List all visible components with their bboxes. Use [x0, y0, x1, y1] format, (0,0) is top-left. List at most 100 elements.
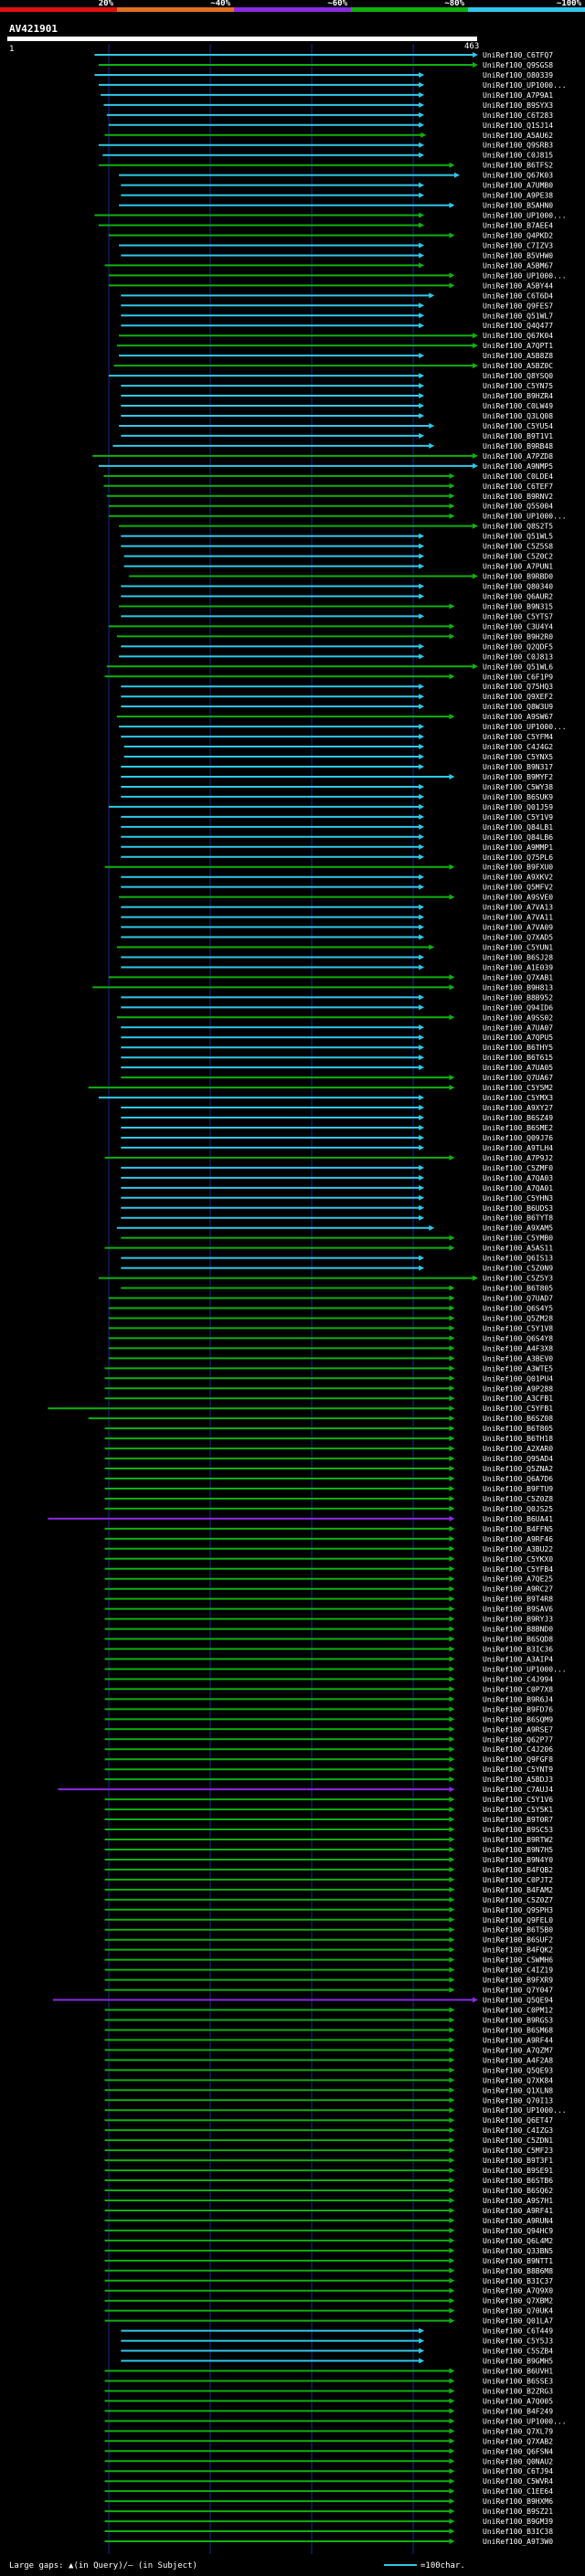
hit-row[interactable]: UniRef100_C7AUJ4 — [58, 1786, 554, 1794]
hit-row[interactable]: UniRef100_A4F3X8 — [109, 1344, 553, 1352]
hit-row[interactable]: UniRef100_Q94HC9 — [104, 2227, 554, 2235]
hit-row[interactable]: UniRef100_C5MF23 — [104, 2147, 554, 2155]
hit-row[interactable]: UniRef100_A7Q005 — [104, 2397, 554, 2405]
hit-row[interactable]: UniRef100_Q6IS13 — [121, 1255, 553, 1263]
hit-row[interactable]: UniRef100_B3IC36 — [104, 1646, 554, 1654]
hit-row[interactable]: UniRef100_C5Y1V8 — [109, 1324, 553, 1332]
hit-row[interactable]: UniRef100_B9N7H5 — [104, 1846, 554, 1854]
hit-row[interactable]: UniRef100_B6THY5 — [121, 1044, 553, 1052]
hit-row[interactable]: UniRef100_Q6S4Y8 — [109, 1334, 553, 1342]
hit-row[interactable]: UniRef100_C5YNX5 — [123, 753, 554, 761]
hit-row[interactable]: UniRef100_Q4PKD2 — [109, 231, 553, 239]
hit-row[interactable]: UniRef100_A7P9A1 — [101, 91, 553, 100]
hit-row[interactable]: UniRef100_B9RYJ3 — [104, 1616, 554, 1624]
hit-row[interactable]: UniRef100_Q62P77 — [104, 1735, 554, 1744]
hit-row[interactable]: UniRef100_C5Z5S8 — [121, 543, 553, 551]
hit-row[interactable]: UniRef100_B6SQD8 — [104, 1636, 554, 1644]
hit-row[interactable]: UniRef100_B5VHW0 — [121, 251, 553, 260]
hit-row[interactable]: UniRef100_A7Q9X0 — [104, 2287, 554, 2295]
hit-row[interactable]: UniRef100_B9N315 — [119, 602, 553, 610]
hit-row[interactable]: UniRef100_B9GMH5 — [121, 2358, 553, 2366]
hit-row[interactable]: UniRef100_C5YUN1 — [116, 943, 553, 951]
hit-row[interactable]: UniRef100_B9GM39 — [104, 2518, 554, 2526]
hit-row[interactable]: UniRef100_B6SJ28 — [121, 953, 553, 961]
hit-row[interactable]: UniRef100_A1E039 — [121, 963, 553, 971]
hit-row[interactable]: UniRef100_C4J994 — [104, 1675, 554, 1683]
hit-row[interactable]: UniRef100_Q5ZNA2 — [104, 1465, 554, 1473]
hit-row[interactable]: UniRef100_B9RGS3 — [104, 2016, 554, 2024]
hit-row[interactable]: UniRef100_C5Z0Z7 — [104, 1896, 554, 1904]
hit-row[interactable]: UniRef100_B6UA41 — [48, 1515, 553, 1523]
hit-row[interactable]: UniRef100_B9N4Y0 — [104, 1856, 554, 1864]
hit-row[interactable]: UniRef100_A7VA09 — [121, 924, 553, 932]
hit-row[interactable]: UniRef100_Q51WL7 — [121, 312, 553, 320]
hit-row[interactable]: UniRef100_Q6AUR2 — [121, 592, 553, 600]
hit-row[interactable]: UniRef100_B6SQM9 — [104, 1715, 554, 1723]
hit-row[interactable]: UniRef100_A2XAR0 — [104, 1445, 554, 1453]
hit-row[interactable]: UniRef100_Q7XAD5 — [121, 934, 553, 942]
hit-row[interactable]: UniRef100_C6T6D4 — [121, 292, 553, 300]
hit-row[interactable]: UniRef100_C5Z0N9 — [121, 1265, 553, 1273]
hit-row[interactable]: UniRef100_UP1000... — [104, 2417, 567, 2425]
hit-row[interactable]: UniRef100_B9SYX3 — [103, 101, 553, 110]
hit-row[interactable]: UniRef100_A5AS11 — [104, 1245, 554, 1253]
hit-row[interactable]: UniRef100_Q01J59 — [109, 803, 553, 811]
hit-row[interactable]: UniRef100_B6TYT8 — [121, 1214, 553, 1223]
hit-row[interactable]: UniRef100_B6SUF2 — [104, 1936, 554, 1945]
hit-row[interactable]: UniRef100_Q84LB1 — [121, 823, 553, 832]
hit-row[interactable]: UniRef100_B9RB48 — [112, 442, 553, 451]
hit-row[interactable]: UniRef100_Q0NAU2 — [104, 2457, 554, 2465]
hit-row[interactable]: UniRef100_A9PE38 — [121, 192, 553, 200]
hit-row[interactable]: UniRef100_C0LW49 — [121, 402, 553, 410]
hit-row[interactable]: UniRef100_A9RC27 — [104, 1585, 554, 1594]
hit-row[interactable]: UniRef100_B4FAM2 — [104, 1886, 554, 1894]
hit-row[interactable]: UniRef100_Q51WL5 — [121, 533, 553, 541]
hit-row[interactable]: UniRef100_B9T0R7 — [104, 1816, 554, 1824]
hit-row[interactable]: UniRef100_UP1000... — [94, 212, 567, 220]
hit-row[interactable]: UniRef100_B5AHN0 — [119, 202, 553, 210]
hit-row[interactable]: UniRef100_A7QPT1 — [116, 342, 553, 350]
hit-row[interactable]: UniRef100_C1EE64 — [104, 2487, 554, 2496]
hit-row[interactable]: UniRef100_B8B6M8 — [104, 2267, 554, 2275]
hit-row[interactable]: UniRef100_Q7XAB1 — [109, 973, 553, 981]
hit-row[interactable]: UniRef100_B8B952 — [121, 993, 553, 1002]
hit-row[interactable]: UniRef100_C5Y5J3 — [121, 2337, 553, 2346]
hit-row[interactable]: UniRef100_A9TLH4 — [121, 1144, 553, 1152]
hit-row[interactable]: UniRef100_B6T805 — [104, 1425, 554, 1433]
hit-row[interactable]: UniRef100_B3IC38 — [104, 2528, 554, 2536]
hit-row[interactable]: UniRef100_Q75HQ3 — [121, 683, 553, 691]
hit-row[interactable]: UniRef100_Q5ZM28 — [109, 1314, 553, 1322]
hit-row[interactable]: UniRef100_Q01PU4 — [104, 1374, 554, 1383]
hit-row[interactable]: UniRef100_C0PM12 — [104, 2007, 554, 2015]
hit-row[interactable]: UniRef100_A3BU22 — [104, 1545, 554, 1553]
hit-row[interactable]: UniRef100_B3IC37 — [104, 2277, 554, 2285]
hit-row[interactable]: UniRef100_Q7XBM2 — [104, 2297, 554, 2306]
hit-row[interactable]: UniRef100_C0J813 — [119, 652, 553, 661]
hit-row[interactable]: UniRef100_B9R6J4 — [104, 1695, 554, 1703]
hit-row[interactable]: UniRef100_C6TFQ7 — [94, 51, 553, 59]
hit-row[interactable]: UniRef100_Q6A7D6 — [104, 1475, 554, 1483]
hit-row[interactable]: UniRef100_C0PJT2 — [104, 1876, 554, 1884]
hit-row[interactable]: UniRef100_C5YMX3 — [98, 1094, 553, 1102]
hit-row[interactable]: UniRef100_B9T1V1 — [121, 432, 553, 440]
hit-row[interactable]: UniRef100_A9SVE0 — [119, 894, 553, 902]
hit-row[interactable]: UniRef100_C5YMB0 — [121, 1235, 553, 1243]
hit-row[interactable]: UniRef100_Q8W3U9 — [121, 703, 553, 711]
hit-row[interactable]: UniRef100_Q6FSN4 — [104, 2447, 554, 2455]
hit-row[interactable]: UniRef100_A3CFB1 — [104, 1394, 554, 1403]
hit-row[interactable]: UniRef100_Q8YSQ0 — [109, 372, 553, 380]
hit-row[interactable]: UniRef100_Q01LA7 — [104, 2317, 554, 2326]
hit-row[interactable]: UniRef100_C5WMH6 — [104, 1956, 554, 1965]
hit-row[interactable]: UniRef100_A7PUN1 — [123, 563, 554, 571]
hit-row[interactable]: UniRef100_B9T4R8 — [104, 1595, 554, 1604]
hit-row[interactable]: UniRef100_A3BEV0 — [109, 1354, 553, 1362]
hit-row[interactable]: UniRef100_A9RF41 — [104, 2207, 554, 2215]
hit-row[interactable]: UniRef100_Q5S004 — [109, 503, 553, 511]
hit-row[interactable]: UniRef100_UP1000... — [104, 2106, 567, 2115]
hit-row[interactable]: UniRef100_A7QE25 — [104, 1575, 554, 1584]
hit-row[interactable]: UniRef100_A9S7H1 — [104, 2197, 554, 2205]
hit-row[interactable]: UniRef100_B6UVH1 — [104, 2368, 554, 2376]
hit-row[interactable]: UniRef100_B9SE91 — [104, 2167, 554, 2175]
hit-row[interactable]: UniRef100_C5Y5M2 — [88, 1084, 553, 1092]
hit-row[interactable]: UniRef100_A4F2A8 — [104, 2056, 554, 2064]
